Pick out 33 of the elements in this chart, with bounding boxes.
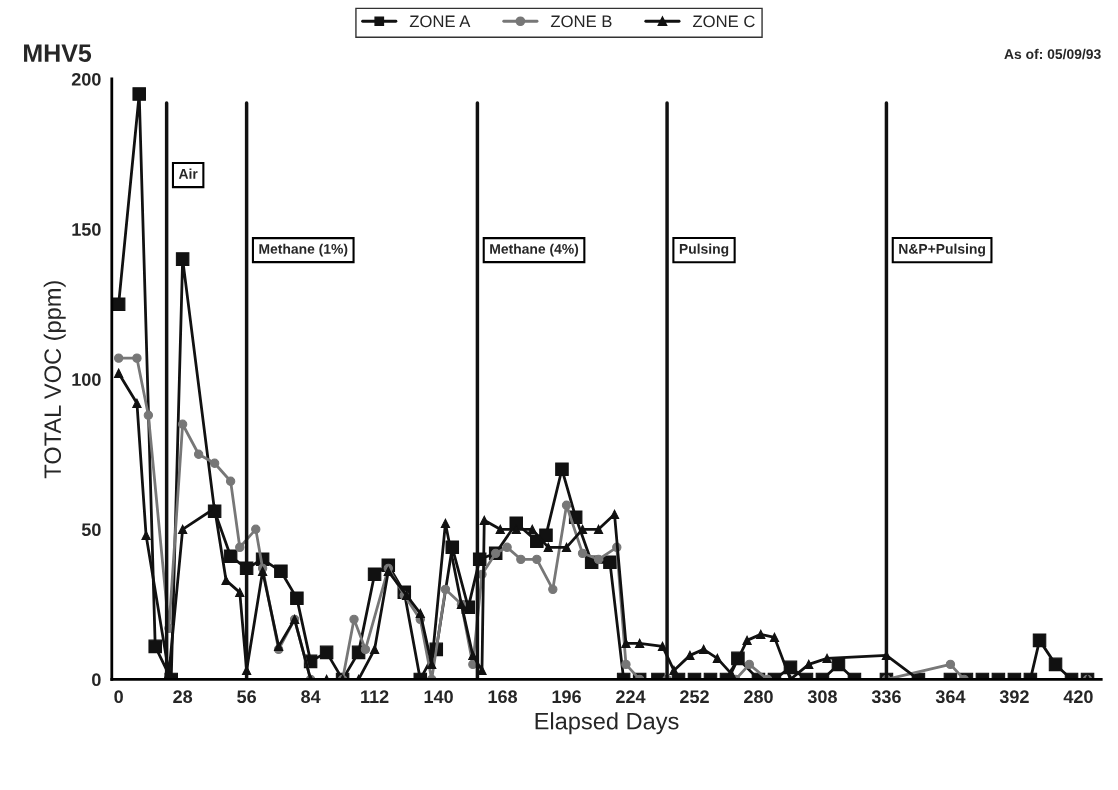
x-tick-label: 84 <box>301 690 321 704</box>
legend-label: ZONE A <box>409 15 471 28</box>
y-axis-title: TOTAL VOC (ppm) <box>43 281 66 479</box>
x-tick-label: 280 <box>744 690 773 704</box>
x-tick-label: 112 <box>361 690 389 703</box>
x-tick-label: 0 <box>114 690 123 704</box>
ref-line-label: N&P+Pulsing <box>899 243 985 257</box>
legend-label: ZONE C <box>692 15 755 28</box>
y-tick-label: 100 <box>72 373 101 386</box>
ref-line-label: Air <box>178 168 198 179</box>
legend-label: ZONE B <box>550 15 612 28</box>
x-tick-label: 420 <box>1063 690 1093 704</box>
y-tick-label: 50 <box>81 523 101 537</box>
x-tick-label: 224 <box>616 690 646 703</box>
y-tick-label: 200 <box>71 72 101 86</box>
x-tick-label: 140 <box>424 690 453 704</box>
x-tick-label: 336 <box>871 690 901 704</box>
x-tick-label: 252 <box>680 690 709 704</box>
ref-line-label: Methane (4%) <box>490 243 579 257</box>
x-tick-label: 168 <box>488 690 518 704</box>
ref-line-label: Methane (1%) <box>259 243 348 257</box>
x-tick-label: 364 <box>935 690 966 704</box>
x-tick-label: 28 <box>173 690 193 704</box>
x-tick-label: 56 <box>237 690 257 704</box>
x-axis-title: Elapsed Days <box>535 712 679 735</box>
y-tick-label: 0 <box>92 673 101 687</box>
x-tick-label: 196 <box>552 690 581 704</box>
x-tick-label: 392 <box>999 690 1029 704</box>
x-tick-label: 308 <box>807 690 837 704</box>
ref-line-label: Pulsing <box>679 243 729 257</box>
chart-title: MHV5 <box>24 44 92 63</box>
y-tick-label: 150 <box>72 223 101 236</box>
text: As of: 05/09/93 <box>1004 48 1101 60</box>
